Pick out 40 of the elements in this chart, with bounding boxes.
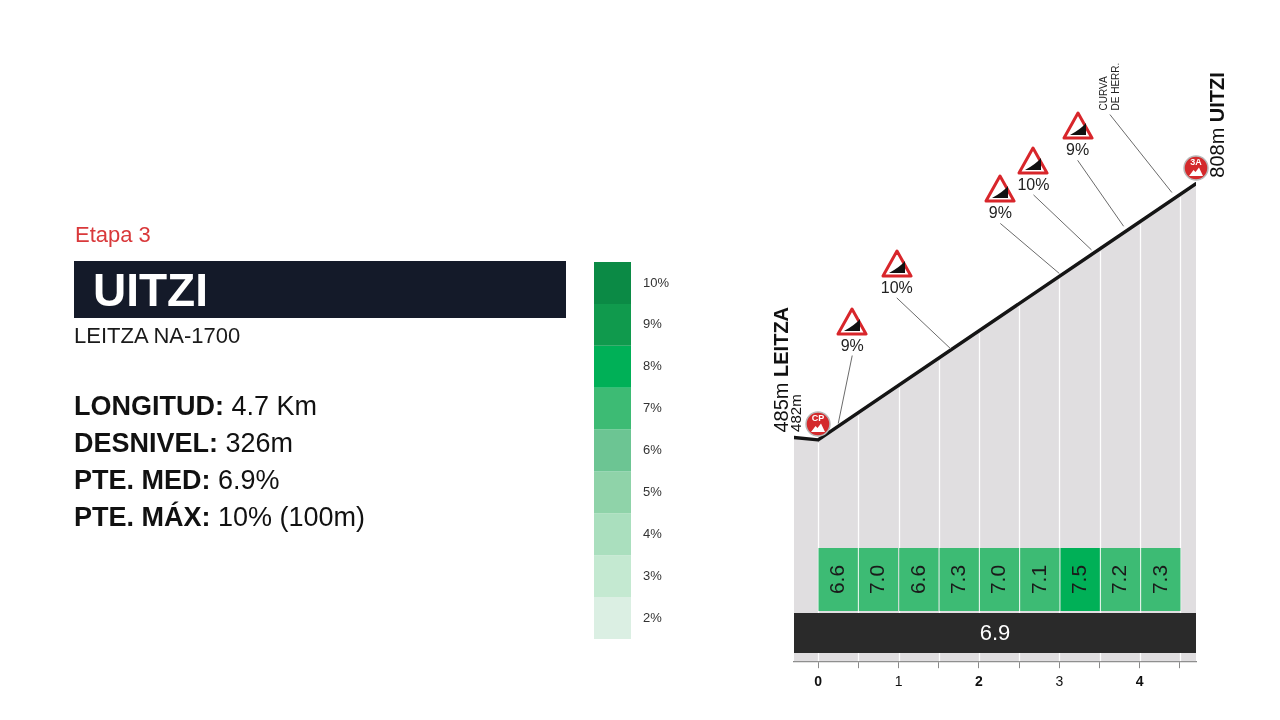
annotation: 9% <box>1066 141 1090 159</box>
text: LEITZA NA-1700 <box>74 323 241 348</box>
color-bar-label: 5% <box>643 483 663 499</box>
data-label: 7.3 <box>945 564 969 595</box>
data-label: 7.0 <box>865 564 889 595</box>
data-label: 7.0 <box>986 564 1010 595</box>
annotation: 9% <box>840 336 864 354</box>
annotation: 9% <box>988 204 1012 222</box>
color-bar-label: 3% <box>643 567 663 583</box>
color-bar-label: 7% <box>643 400 663 416</box>
annotation: CURVA DE HERR. <box>1097 62 1121 111</box>
text: DESNIVEL: 326m <box>74 428 294 458</box>
annotation: CP <box>811 412 825 423</box>
title-banner: UITZI <box>74 261 566 318</box>
annotation: 3A <box>1190 156 1202 167</box>
x-tick-label: 1 <box>894 673 903 690</box>
data-label: 7.1 <box>1026 564 1050 595</box>
data-label: 6.6 <box>824 564 848 595</box>
annotation: 10% <box>1017 175 1050 193</box>
data-label: 7.2 <box>1107 564 1131 595</box>
text: PTE. MED: 6.9% <box>74 465 280 495</box>
x-tick-label: 4 <box>1135 673 1144 690</box>
annotation: 6.9 <box>979 620 1011 646</box>
data-label: 7.3 <box>1147 564 1171 595</box>
text: Etapa 3 <box>75 222 151 247</box>
color-bar-label: 4% <box>643 525 663 541</box>
color-bar-label: 10% <box>643 274 670 290</box>
color-bar-label: 2% <box>643 609 663 625</box>
color-bar-label: 8% <box>643 358 663 374</box>
annotation: 10% <box>880 278 913 296</box>
data-label: 7.5 <box>1066 564 1090 595</box>
x-tick-label: 3 <box>1055 673 1064 690</box>
data-label: 6.6 <box>905 564 929 595</box>
text: PTE. MÁX: 10% (100m) <box>74 502 366 532</box>
x-tick-label: 2 <box>975 673 984 690</box>
text: LONGITUD: 4.7 Km <box>74 391 318 421</box>
data-label: 808m UITZI <box>1205 72 1228 178</box>
color-bar-label: 9% <box>643 316 663 332</box>
color-bar-label: 6% <box>643 442 663 458</box>
x-tick-label: 0 <box>814 673 823 690</box>
